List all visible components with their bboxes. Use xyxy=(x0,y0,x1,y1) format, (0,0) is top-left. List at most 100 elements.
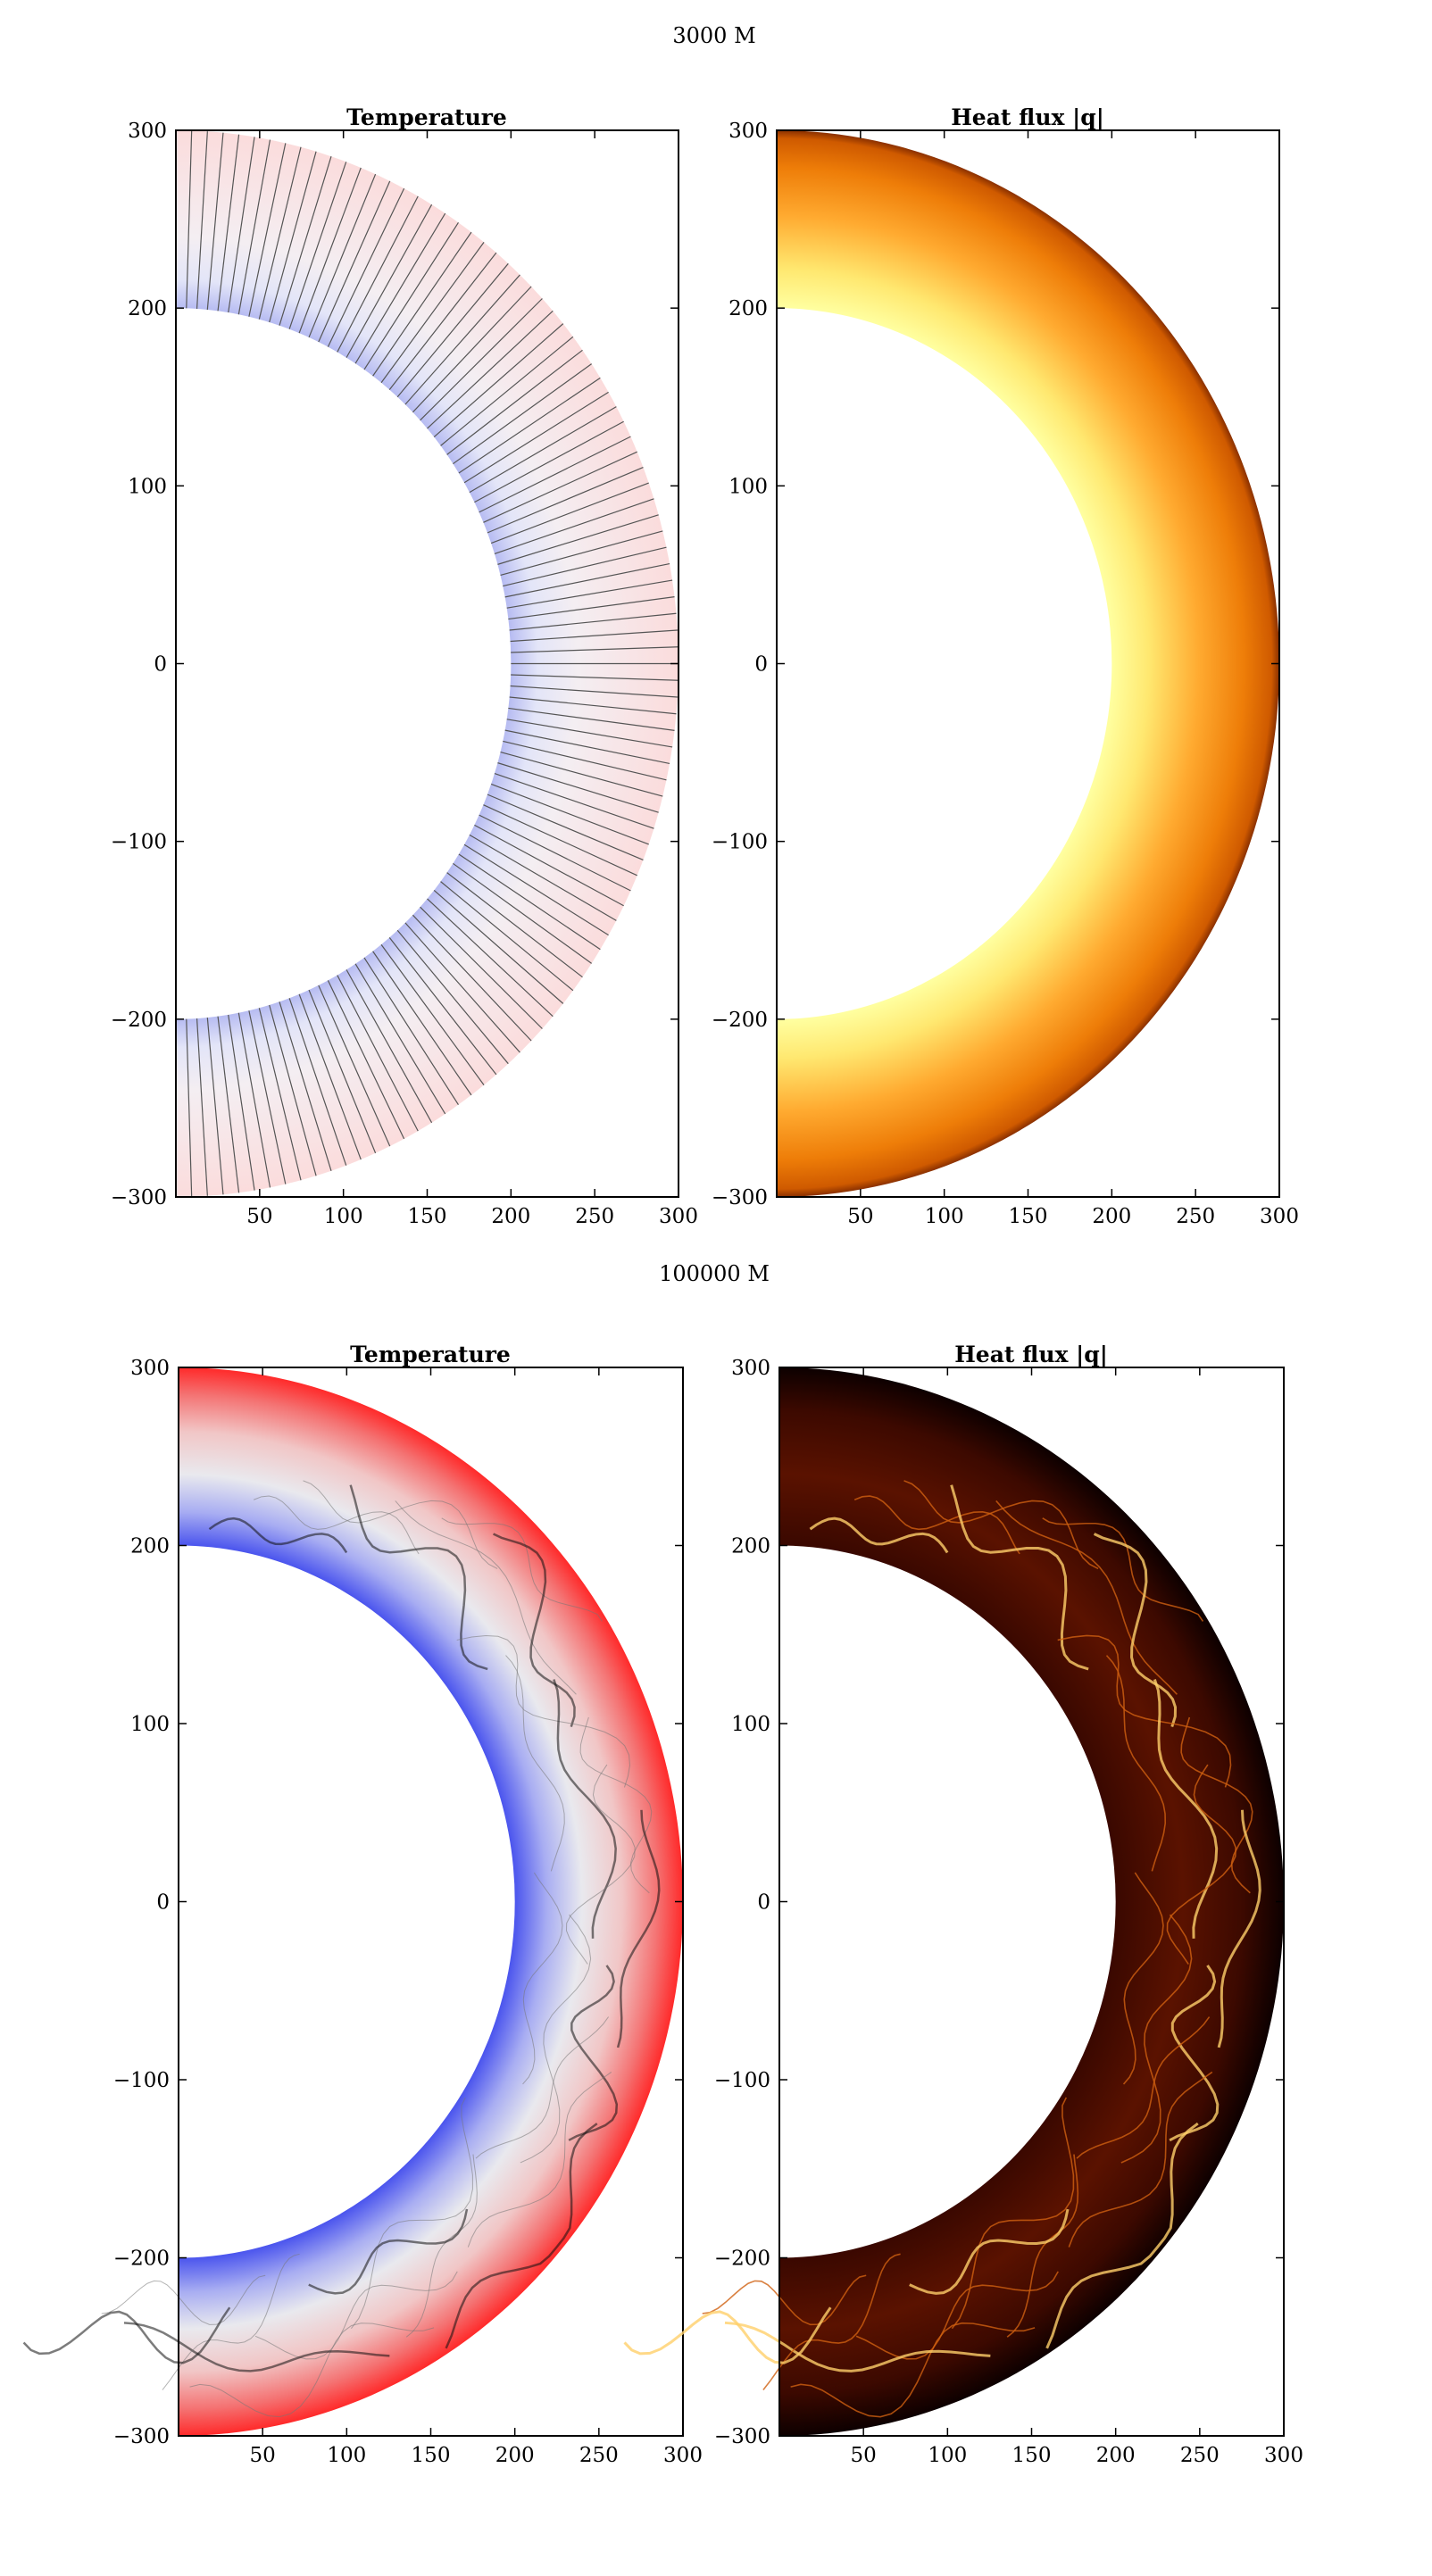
row-title-top: 3000 M xyxy=(672,23,755,48)
temperature-streak xyxy=(351,1485,487,1669)
contour-line xyxy=(495,499,654,554)
contour-line xyxy=(197,1018,208,1196)
contour-line xyxy=(511,686,678,698)
contour-line xyxy=(479,815,631,891)
y-tick-label: −200 xyxy=(714,2248,770,2271)
contour-line xyxy=(197,131,208,309)
contour-line xyxy=(249,1010,286,1184)
temperature-map-early xyxy=(176,130,679,1197)
contour-line xyxy=(309,174,376,337)
contour-line xyxy=(491,784,649,843)
contour-line xyxy=(299,994,361,1159)
x-tick-label: 50 xyxy=(847,1205,873,1228)
heat-flux-panel-early: Heat flux |q| 50 100 150 200 250 300 300 200 10… xyxy=(712,104,1299,1228)
temperature-panel-late: Temperature 50 100 150 200 250 300 300 200 100 0… xyxy=(24,1342,703,2467)
heat-flux-panel-late: Heat flux |q| 50 100 150 200 250 300 300 200 10… xyxy=(625,1342,1303,2467)
y-tick-label: 200 xyxy=(130,1535,170,1558)
heat-flux-map-early xyxy=(777,130,1279,1197)
temperature-structures-late xyxy=(24,1481,660,2417)
x-tick-label: 100 xyxy=(324,1205,363,1228)
x-tick-label: 150 xyxy=(408,1205,447,1228)
heat-flux-streak xyxy=(1058,1635,1231,1787)
contour-line xyxy=(434,890,563,1003)
temperature-streak xyxy=(457,1635,630,1787)
contour-line xyxy=(487,468,643,533)
x-tick-label: 300 xyxy=(1260,1205,1299,1228)
contour-line xyxy=(428,899,554,1017)
contour-line xyxy=(328,980,404,1138)
y-tick-label: −100 xyxy=(712,831,768,854)
contour-line xyxy=(453,364,591,464)
contour-line xyxy=(389,253,496,389)
heat-flux-map-late xyxy=(625,1367,1284,2436)
panel-title: Heat flux |q| xyxy=(954,1342,1108,1367)
contour-line xyxy=(434,324,563,437)
contour-line xyxy=(289,162,346,328)
contour-line xyxy=(453,863,591,963)
y-tick-label: 0 xyxy=(156,1891,170,1915)
y-tick-label: −200 xyxy=(712,1009,768,1032)
temperature-streak xyxy=(309,2209,467,2293)
heat-flux-streak xyxy=(854,1496,1020,1554)
temperature-streak xyxy=(505,1656,564,1872)
y-axis-ticks: 300 200 100 0 −100 −200 −300 xyxy=(714,1357,1284,2448)
contour-line xyxy=(483,452,637,522)
x-tick-label: 250 xyxy=(1176,1205,1215,1228)
y-tick-label: −300 xyxy=(714,2425,770,2448)
y-axis-ticks: 300 200 100 0 −100 −200 −300 xyxy=(712,120,1279,1209)
x-axis-ticks: 50 100 150 200 250 300 xyxy=(851,1367,1303,2467)
contour-line xyxy=(511,630,678,642)
y-tick-label: 200 xyxy=(728,297,768,320)
temperature-streak xyxy=(209,1518,346,1552)
contour-line xyxy=(207,133,223,310)
x-tick-label: 200 xyxy=(1096,2444,1136,2467)
temperature-streak xyxy=(254,1496,419,1554)
contour-line xyxy=(511,675,679,680)
temperature-streak xyxy=(520,1915,591,2163)
y-tick-label: 100 xyxy=(130,1713,170,1736)
heat-flux-streak xyxy=(1069,2072,1211,2247)
heat-flux-streak xyxy=(1170,1965,1218,2140)
contour-line xyxy=(420,907,543,1028)
contour-line xyxy=(405,275,520,404)
contour-line xyxy=(346,969,432,1122)
heat-flux-streak xyxy=(910,2209,1068,2293)
contour-line xyxy=(503,741,666,779)
contour-line xyxy=(510,613,677,630)
contour-line xyxy=(187,1019,192,1197)
heat-flux-streak xyxy=(703,2275,866,2324)
y-tick-label: 200 xyxy=(731,1535,770,1558)
temperature-streak xyxy=(476,2017,609,2159)
contour-line xyxy=(459,378,600,473)
y-tick-label: −100 xyxy=(111,831,167,854)
temperature-streak xyxy=(24,2307,230,2363)
y-tick-label: 0 xyxy=(754,653,768,677)
contour-line xyxy=(464,844,609,935)
contour-line xyxy=(238,140,270,315)
x-tick-label: 300 xyxy=(663,2444,703,2467)
contour-line xyxy=(491,483,649,543)
contour-line xyxy=(259,147,301,320)
contour-line xyxy=(389,937,496,1074)
contour-line xyxy=(464,392,609,482)
row-title-bottom: 100000 M xyxy=(659,1261,770,1286)
contour-line xyxy=(474,825,623,905)
contour-line xyxy=(218,1017,239,1193)
y-tick-label: 300 xyxy=(731,1357,770,1380)
contour-line xyxy=(337,976,418,1132)
heat-flux-streak xyxy=(1077,2017,1210,2159)
temperature-streak xyxy=(351,2098,472,2329)
contour-line xyxy=(381,944,484,1084)
heat-flux-streak xyxy=(904,1481,1099,1569)
temperature-streak xyxy=(523,1873,562,2084)
contour-line xyxy=(355,964,445,1114)
x-axis-ticks: 50 100 150 200 250 300 xyxy=(847,130,1299,1228)
contour-line xyxy=(337,196,418,353)
contour-line xyxy=(501,531,663,576)
contour-line xyxy=(229,1015,254,1191)
y-tick-label: −100 xyxy=(714,2069,770,2092)
temperature-streak xyxy=(494,1534,575,1727)
contour-line xyxy=(420,298,543,420)
heat-flux-streak xyxy=(952,2098,1073,2329)
temperature-panel-early: Temperature 50 100 150 200 250 300 300 200 100 0… xyxy=(111,104,698,1228)
